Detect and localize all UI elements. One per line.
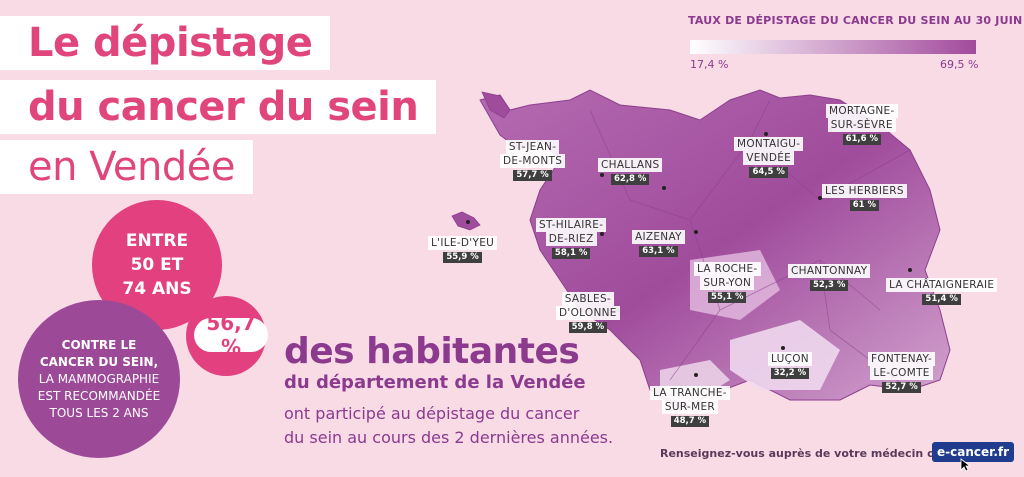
headline-sub: du département de la Vendée bbox=[284, 372, 586, 393]
age-line-1: ENTRE bbox=[125, 231, 189, 251]
label-mortagne: MORTAGNE- SUR-SÈVRE 61,6 % bbox=[826, 104, 898, 145]
footer-text: Renseignez-vous auprès de votre médecin … bbox=[660, 447, 967, 460]
label-fontenay: FONTENAY- LE-COMTE 52,7 % bbox=[868, 352, 936, 393]
label-montaigu: MONTAIGU- VENDÉE 64,5 % bbox=[734, 137, 804, 178]
age-line-2: 50 ET bbox=[130, 255, 184, 275]
label-tranche: LA TRANCHE- SUR-MER 48,7 % bbox=[650, 386, 730, 427]
ecancer-link[interactable]: e-cancer.fr bbox=[932, 442, 1015, 462]
mammography-circle: CONTRE LE CANCER DU SEIN, LA MAMMOGRAPHI… bbox=[18, 300, 180, 458]
legend-gradient-bar bbox=[690, 40, 976, 54]
cursor-icon bbox=[960, 458, 972, 472]
title-line-1: Le dépistage bbox=[0, 16, 331, 70]
percentage-circle: 56,7 % bbox=[186, 296, 268, 376]
mammo-line-4: EST RECOMMANDÉE bbox=[37, 388, 161, 403]
label-chantonnay: CHANTONNAY 52,3 % bbox=[788, 264, 871, 291]
title-line-2: du cancer du sein bbox=[0, 80, 437, 134]
label-sables: SABLES- D'OLONNE 59,8 % bbox=[556, 292, 620, 333]
label-lucon: LUÇON 32,2 % bbox=[768, 352, 812, 379]
ile-yeu-shape bbox=[451, 211, 481, 231]
legend-min: 17,4 % bbox=[690, 58, 729, 71]
mammo-line-3: LA MAMMOGRAPHIE bbox=[38, 371, 160, 386]
label-st-jean: ST-JEAN- DE-MONTS 57,7 % bbox=[500, 140, 566, 181]
mammo-line-2: CANCER DU SEIN, bbox=[39, 354, 159, 369]
noirmoutier-shape bbox=[481, 91, 511, 119]
mammo-line-5: TOUS LES 2 ANS bbox=[49, 405, 149, 420]
label-ile-yeu: L'ILE-D'YEU 55,9 % bbox=[428, 236, 498, 263]
label-roche: LA ROCHE- SUR-YON 55,1 % bbox=[694, 262, 761, 303]
label-st-hilaire: ST-HILAIRE- DE-RIEZ 58,1 % bbox=[536, 218, 607, 259]
title-line-3: en Vendée bbox=[0, 140, 254, 194]
mammo-line-1: CONTRE LE bbox=[61, 337, 137, 352]
headline-main: des habitantes bbox=[284, 331, 580, 372]
age-line-3: 74 ANS bbox=[122, 279, 192, 299]
label-challans: CHALLANS 62,8 % bbox=[598, 158, 663, 185]
label-herbiers: LES HERBIERS 61 % bbox=[822, 184, 907, 211]
legend-title: TAUX DE DÉPISTAGE DU CANCER DU SEIN AU 3… bbox=[688, 14, 1024, 27]
department-shape bbox=[479, 89, 951, 411]
label-aizenay: AIZENAY 63,1 % bbox=[632, 230, 685, 257]
description-line-1: ont participé au dépistage du cancer bbox=[284, 404, 580, 423]
percentage-value: 56,7 % bbox=[194, 311, 268, 359]
legend-max: 69,5 % bbox=[940, 58, 979, 71]
description-line-2: du sein au cours des 2 dernières années. bbox=[284, 428, 614, 447]
label-chataigneraie: LA CHÂTAIGNERAIE 51,4 % bbox=[886, 278, 998, 305]
